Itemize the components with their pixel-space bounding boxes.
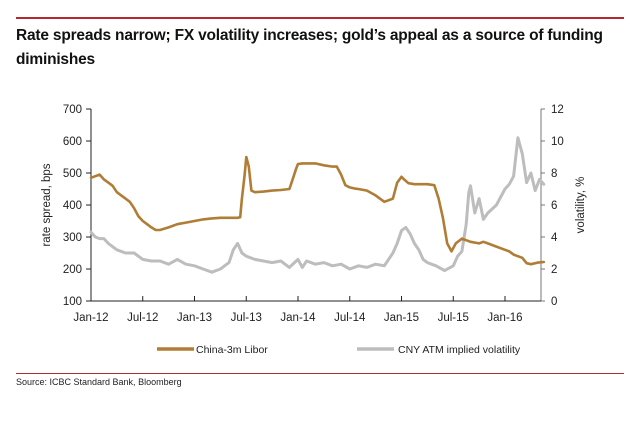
left-axis-tick-label: 200 [63,264,82,276]
left-axis-title: rate spread, bps [41,163,53,246]
x-axis-tick-label: Jan-14 [280,312,316,324]
right-axis-tick-label: 4 [551,232,558,244]
source-note: Source: ICBC Standard Bank, Bloomberg [16,377,182,387]
right-axis-tick-label: 8 [551,168,557,180]
legend-label-libor: China-3m Libor [196,344,268,356]
x-axis-tick-label: Jan-16 [487,312,522,324]
right-axis-tick-label: 2 [551,264,557,276]
x-axis-tick-label: Jul-13 [231,312,262,324]
right-axis-tick-label: 6 [551,200,557,212]
x-axis-tick-label: Jul-14 [334,312,366,324]
left-axis-tick-label: 600 [63,136,82,148]
x-axis-tick-label: Jan-15 [384,312,419,324]
x-axis-tick-label: Jul-12 [127,312,158,324]
chart-title: Rate spreads narrow; FX volatility incre… [16,27,603,68]
left-axis-tick-label: 400 [63,200,82,212]
series-line-china-3m-libor [89,155,546,266]
right-axis-tick-label: 0 [551,296,557,308]
top-accent-rule [16,17,624,19]
right-axis-tick-label: 10 [551,136,564,148]
right-axis-tick-label: 12 [551,104,564,116]
left-axis-tick-label: 500 [63,168,82,180]
x-axis-tick-label: Jan-13 [177,312,212,324]
series-line-cny-atm-implied-volatility [89,136,546,274]
left-axis-tick-label: 100 [63,296,82,308]
legend-label-volatility: CNY ATM implied volatility [398,344,521,356]
x-axis-tick-label: Jan-12 [73,312,108,324]
left-axis-tick-label: 700 [63,104,82,116]
x-axis-tick-label: Jul-15 [438,312,469,324]
axes-group: 100 200 300 400 500 600 700 0 2 4 6 8 10 12 Jan-12 Jul-… [41,104,587,324]
bottom-accent-rule [16,373,624,374]
right-axis-title: volatility, % [575,177,587,234]
left-axis-tick-label: 300 [63,232,82,244]
series-layer [89,136,546,274]
legend: China-3m Libor CNY ATM implied volatilit… [157,344,521,356]
